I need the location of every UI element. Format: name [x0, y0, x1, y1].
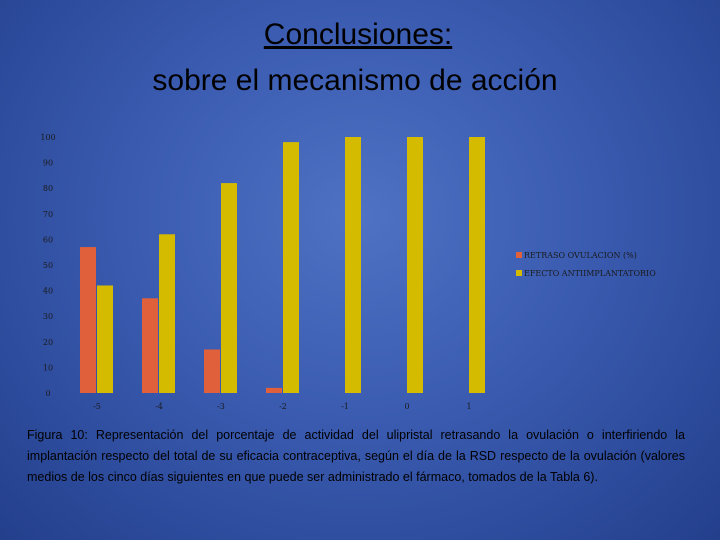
- x-tick-label: 0: [404, 402, 409, 411]
- y-tick-label: 90: [43, 159, 53, 168]
- bar-retraso-ovulacion: [266, 387, 282, 393]
- y-tick-label: 100: [40, 133, 55, 142]
- bar-retraso-ovulacion: [204, 349, 220, 393]
- y-tick-label: 80: [43, 184, 53, 193]
- x-tick-label: -4: [155, 402, 163, 411]
- x-tick-label: 1: [466, 402, 471, 411]
- title-subheading: sobre el mecanismo de acción: [152, 64, 558, 97]
- legend-swatch: [516, 270, 522, 276]
- y-tick-label: 70: [43, 210, 53, 219]
- bar-chart: 0 10 20 30 40 50 60 70 80 90 100 -5 -4 -3 -2 -1 0 1 RETRAS…: [40, 133, 656, 411]
- legend-label: EFECTO ANTIIMPLANTATORIO: [524, 269, 656, 278]
- bar-retraso-ovulacion: [80, 247, 96, 393]
- y-tick-label: 50: [43, 261, 53, 270]
- slide-title: Conclusiones: sobre el mecanismo de acci…: [0, 12, 710, 104]
- y-tick-label: 10: [43, 363, 53, 372]
- x-tick-label: -1: [341, 402, 349, 411]
- y-tick-label: 30: [43, 312, 53, 321]
- y-tick-label: 60: [43, 235, 53, 244]
- bar-efecto-antiimplantatorio: [469, 137, 485, 393]
- bar-efecto-antiimplantatorio: [407, 137, 423, 393]
- y-tick-label: 40: [43, 287, 53, 296]
- title-heading: Conclusiones:: [263, 18, 453, 51]
- bar-efecto-antiimplantatorio: [283, 142, 299, 393]
- figure-caption: Figura 10: Representación del porcentaje…: [27, 428, 685, 484]
- bar-efecto-antiimplantatorio: [159, 234, 175, 393]
- bar-efecto-antiimplantatorio: [345, 137, 361, 393]
- bar-efecto-antiimplantatorio: [97, 285, 113, 393]
- legend-label: RETRASO OVULACION (%): [524, 251, 637, 260]
- legend-swatch: [516, 252, 522, 258]
- y-tick-label: 0: [45, 389, 50, 398]
- x-tick-label: -3: [217, 402, 225, 411]
- bar-efecto-antiimplantatorio: [221, 183, 237, 393]
- y-tick-label: 20: [43, 338, 53, 347]
- x-tick-label: -2: [279, 402, 287, 411]
- bar-retraso-ovulacion: [142, 298, 158, 393]
- x-tick-label: -5: [93, 402, 101, 411]
